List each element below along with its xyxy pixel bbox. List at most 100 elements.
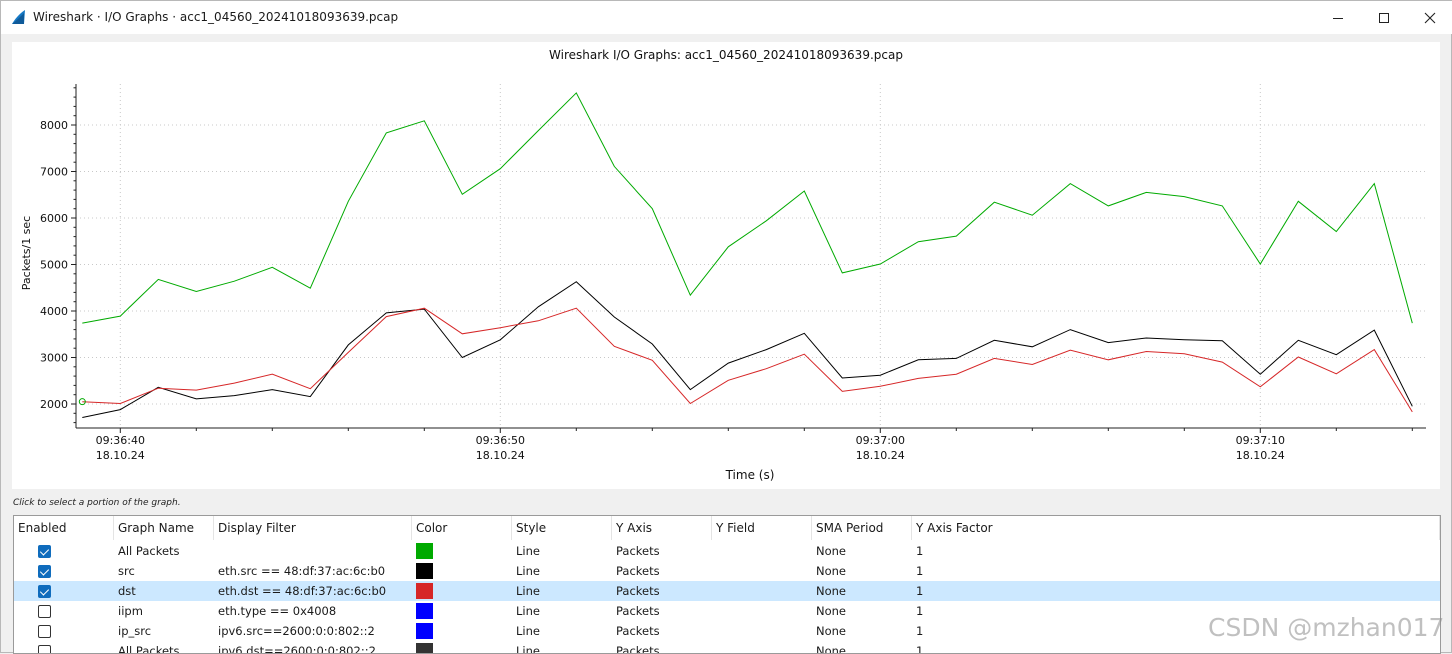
x-axis-label: Time (s): [725, 468, 775, 482]
column-header-display-filter[interactable]: Display Filter: [214, 516, 412, 540]
y-tick-label: 5000: [40, 259, 68, 272]
y-axis-cell[interactable]: Packets: [616, 604, 660, 618]
style-cell[interactable]: Line: [516, 584, 540, 598]
y-axis-cell[interactable]: Packets: [616, 584, 660, 598]
enabled-checkbox[interactable]: [38, 625, 51, 638]
enabled-checkbox[interactable]: [38, 645, 51, 653]
y-tick-label: 3000: [40, 352, 68, 365]
sma-period-cell[interactable]: None: [816, 584, 847, 598]
display-filter-cell[interactable]: ipv6.dst==2600:0:0:802::2: [218, 644, 376, 654]
x-tick-date: 18.10.24: [476, 449, 525, 462]
x-tick-date: 18.10.24: [856, 449, 905, 462]
series-line-dst: [82, 307, 1413, 413]
graph-name-cell[interactable]: ip_src: [118, 624, 152, 638]
graph-name-cell[interactable]: dst: [118, 584, 136, 598]
window-title: Wireshark · I/O Graphs · acc1_04560_2024…: [33, 10, 399, 24]
color-swatch[interactable]: [416, 563, 433, 579]
style-cell[interactable]: Line: [516, 544, 540, 558]
sma-period-cell[interactable]: None: [816, 604, 847, 618]
io-graph-plot[interactable]: 2000 3000 4000 5000 6000 7000 8000 09:36:40 18.1…: [12, 42, 1440, 489]
enabled-checkbox[interactable]: [38, 585, 51, 598]
column-header-y-axis[interactable]: Y Axis: [612, 516, 712, 540]
sma-period-cell[interactable]: None: [816, 564, 847, 578]
y-axis-factor-cell[interactable]: 1: [916, 624, 924, 638]
graph-name-cell[interactable]: All Packets: [118, 644, 180, 654]
display-filter-cell[interactable]: eth.type == 0x4008: [218, 604, 337, 618]
series-line-all-packets: [82, 92, 1413, 324]
column-header-sma-period[interactable]: SMA Period: [812, 516, 912, 540]
style-cell[interactable]: Line: [516, 644, 540, 654]
io-graph-chart[interactable]: 2000 3000 4000 5000 6000 7000 8000 09:36:40 18.1…: [12, 42, 1440, 489]
x-tick-label: 09:37:00: [856, 434, 905, 447]
close-button[interactable]: [1407, 1, 1452, 34]
sma-period-cell[interactable]: None: [816, 644, 847, 654]
y-tick-label: 6000: [40, 212, 68, 225]
x-tick-date: 18.10.24: [1236, 449, 1285, 462]
sma-period-cell[interactable]: None: [816, 544, 847, 558]
maximize-button[interactable]: [1361, 1, 1407, 34]
close-icon: [1424, 12, 1436, 23]
minimize-button[interactable]: [1315, 1, 1361, 34]
table-row[interactable]: ip_src ipv6.src==2600:0:0:802::2 Line Packe…: [14, 621, 1440, 641]
table-header: Enabled Graph Name Display Filter Color Styl…: [14, 516, 1440, 540]
style-cell[interactable]: Line: [516, 564, 540, 578]
y-axis-factor-cell[interactable]: 1: [916, 644, 924, 654]
graph-name-cell[interactable]: iipm: [118, 604, 143, 618]
chart-title: Wireshark I/O Graphs: acc1_04560_2024101…: [549, 48, 903, 62]
enabled-checkbox[interactable]: [38, 565, 51, 578]
column-header-style[interactable]: Style: [512, 516, 612, 540]
color-swatch[interactable]: [416, 583, 433, 599]
x-tick-label: 09:36:50: [476, 434, 525, 447]
wireshark-fin-icon: [12, 10, 25, 24]
x-tick-date: 18.10.24: [96, 449, 145, 462]
sma-period-cell[interactable]: None: [816, 624, 847, 638]
y-tick-label: 8000: [40, 119, 68, 132]
enabled-checkbox[interactable]: [38, 605, 51, 618]
table-row[interactable]: All Packets ipv6.dst==2600:0:0:802::2 Line…: [14, 641, 1440, 654]
csdn-watermark: CSDN @mzhan017: [1208, 613, 1445, 642]
y-tick-label: 4000: [40, 305, 68, 318]
y-axis-factor-cell[interactable]: 1: [916, 544, 924, 558]
graph-name-cell[interactable]: src: [118, 564, 135, 578]
table-row[interactable]: iipm eth.type == 0x4008 Line Packets None 1: [14, 601, 1440, 621]
x-tick-label: 09:36:40: [96, 434, 145, 447]
graph-hint: Click to select a portion of the graph.: [13, 498, 181, 508]
x-tick-label: 09:37:10: [1236, 434, 1285, 447]
y-axis-cell[interactable]: Packets: [616, 544, 660, 558]
y-axis-factor-cell[interactable]: 1: [916, 584, 924, 598]
column-header-y-axis-factor[interactable]: Y Axis Factor: [912, 516, 1440, 540]
display-filter-cell[interactable]: ipv6.src==2600:0:0:802::2: [218, 624, 375, 638]
minimize-icon: [1333, 17, 1343, 19]
style-cell[interactable]: Line: [516, 624, 540, 638]
graph-name-cell[interactable]: All Packets: [118, 544, 180, 558]
column-header-color[interactable]: Color: [412, 516, 512, 540]
display-filter-cell[interactable]: eth.src == 48:df:37:ac:6c:b0: [218, 564, 386, 578]
table-row[interactable]: dst eth.dst == 48:df:37:ac:6c:b0 Line Packe…: [14, 581, 1440, 601]
title-bar[interactable]: Wireshark · I/O Graphs · acc1_04560_2024…: [1, 1, 1452, 34]
column-header-enabled[interactable]: Enabled: [14, 516, 114, 540]
table-row[interactable]: src eth.src == 48:df:37:ac:6c:b0 Line Packe…: [14, 561, 1440, 581]
y-axis-factor-cell[interactable]: 1: [916, 564, 924, 578]
tracer-marker: [78, 398, 86, 406]
graphs-table[interactable]: Enabled Graph Name Display Filter Color Styl…: [13, 515, 1441, 654]
y-tick-label: 2000: [40, 398, 68, 411]
y-axis-label: Packets/1 sec: [20, 216, 33, 290]
y-tick-label: 7000: [40, 166, 68, 179]
y-axis-cell[interactable]: Packets: [616, 564, 660, 578]
series-line-src: [82, 281, 1413, 418]
color-swatch[interactable]: [416, 543, 433, 559]
color-swatch[interactable]: [416, 603, 433, 619]
y-axis-cell[interactable]: Packets: [616, 624, 660, 638]
color-swatch[interactable]: [416, 643, 433, 653]
column-header-y-field[interactable]: Y Field: [712, 516, 812, 540]
table-row[interactable]: All Packets Line Packets None 1: [14, 541, 1440, 561]
y-axis-cell[interactable]: Packets: [616, 644, 660, 654]
enabled-checkbox[interactable]: [38, 545, 51, 558]
display-filter-cell[interactable]: eth.dst == 48:df:37:ac:6c:b0: [218, 584, 387, 598]
maximize-icon: [1379, 12, 1389, 23]
color-swatch[interactable]: [416, 623, 433, 639]
column-header-graph-name[interactable]: Graph Name: [114, 516, 214, 540]
style-cell[interactable]: Line: [516, 604, 540, 618]
y-axis-factor-cell[interactable]: 1: [916, 604, 924, 618]
